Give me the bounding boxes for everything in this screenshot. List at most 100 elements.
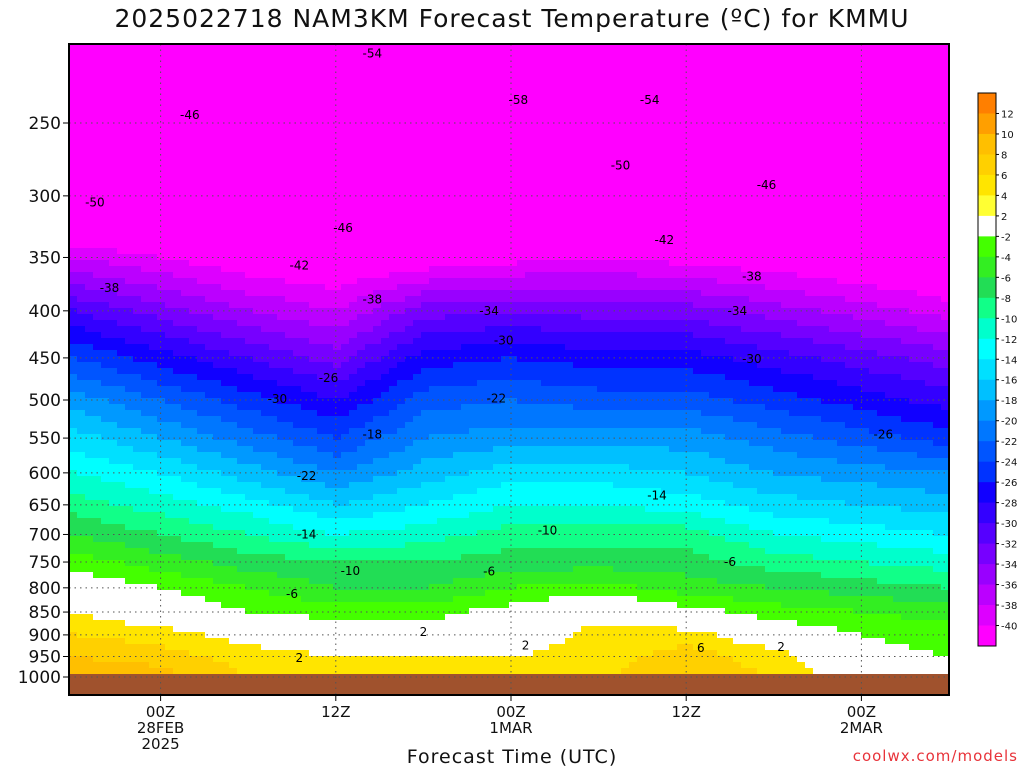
field-cell — [429, 206, 438, 213]
field-cell — [813, 206, 822, 213]
field-cell — [701, 308, 710, 315]
field-cell — [789, 158, 798, 165]
field-cell — [325, 200, 334, 207]
field-cell — [573, 92, 582, 99]
field-cell — [173, 266, 182, 273]
field-cell — [725, 236, 734, 243]
field-cell — [709, 134, 718, 141]
field-cell — [669, 86, 678, 93]
field-cell — [781, 242, 790, 249]
field-cell — [301, 194, 310, 201]
field-cell — [573, 80, 582, 87]
field-cell — [805, 266, 814, 273]
field-cell — [837, 122, 846, 129]
field-cell — [389, 254, 398, 261]
field-cell — [229, 98, 238, 105]
field-cell — [645, 158, 654, 165]
field-cell — [389, 56, 398, 63]
field-cell — [565, 200, 574, 207]
field-cell — [941, 242, 949, 249]
field-cell — [509, 254, 518, 261]
field-cell — [685, 230, 694, 237]
field-cell — [813, 218, 822, 225]
field-cell — [205, 200, 214, 207]
field-cell — [477, 296, 486, 303]
field-cell — [221, 152, 230, 159]
field-cell — [349, 272, 358, 279]
field-cell — [173, 206, 182, 213]
field-cell — [677, 98, 686, 105]
field-cell — [781, 50, 790, 57]
field-cell — [749, 122, 758, 129]
field-cell — [797, 182, 806, 189]
field-cell — [205, 260, 214, 267]
field-cell — [773, 104, 782, 111]
field-cell — [197, 110, 206, 117]
field-cell — [861, 56, 870, 63]
field-cell — [181, 230, 190, 237]
field-cell — [861, 122, 870, 129]
field-cell — [757, 62, 766, 69]
field-cell — [109, 164, 118, 171]
field-cell — [381, 224, 390, 231]
field-cell — [613, 248, 622, 255]
field-cell — [829, 296, 838, 303]
field-cell — [285, 104, 294, 111]
field-cell — [317, 92, 326, 99]
field-cell — [589, 224, 598, 231]
field-cell — [141, 50, 150, 57]
field-cell — [109, 248, 118, 255]
field-cell — [917, 122, 926, 129]
field-cell — [621, 50, 630, 57]
field-cell — [917, 80, 926, 87]
field-cell — [261, 284, 270, 291]
field-cell — [333, 146, 342, 153]
field-cell — [477, 92, 486, 99]
field-cell — [837, 188, 846, 195]
field-cell — [917, 212, 926, 219]
field-cell — [581, 86, 590, 93]
field-cell — [421, 230, 430, 237]
field-cell — [613, 224, 622, 231]
field-cell — [853, 164, 862, 171]
field-cell — [797, 74, 806, 81]
field-cell — [773, 260, 782, 267]
field-cell — [869, 272, 878, 279]
field-cell — [613, 152, 622, 159]
field-cell — [205, 44, 214, 51]
field-cell — [493, 224, 502, 231]
field-cell — [93, 290, 102, 297]
field-cell — [349, 284, 358, 291]
field-cell — [349, 128, 358, 135]
field-cell — [797, 290, 806, 297]
field-cell — [581, 122, 590, 129]
field-cell — [741, 230, 750, 237]
field-cell — [309, 290, 318, 297]
field-cell — [925, 104, 934, 111]
field-cell — [821, 44, 830, 51]
field-cell — [885, 218, 894, 225]
field-cell — [141, 44, 150, 51]
field-cell — [669, 284, 678, 291]
field-cell — [317, 56, 326, 63]
field-cell — [117, 242, 126, 249]
field-cell — [389, 212, 398, 219]
field-cell — [573, 266, 582, 273]
field-cell — [101, 98, 110, 105]
field-cell — [733, 152, 742, 159]
field-cell — [325, 302, 334, 309]
field-cell — [77, 302, 86, 309]
field-cell — [693, 212, 702, 219]
field-cell — [893, 302, 902, 309]
field-cell — [341, 194, 350, 201]
field-cell — [397, 224, 406, 231]
field-cell — [197, 134, 206, 141]
field-cell — [69, 68, 78, 75]
field-cell — [701, 290, 710, 297]
field-cell — [149, 200, 158, 207]
field-cell — [533, 122, 542, 129]
field-cell — [709, 164, 718, 171]
field-cell — [845, 164, 854, 171]
field-cell — [269, 296, 278, 303]
field-cell — [213, 272, 222, 279]
